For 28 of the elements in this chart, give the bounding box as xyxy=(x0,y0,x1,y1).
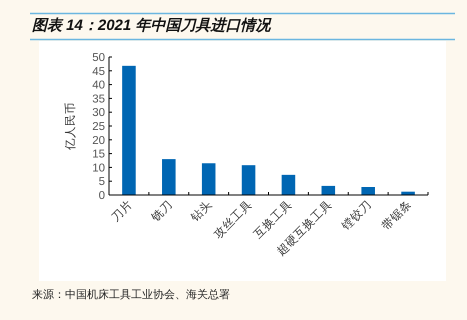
y-tick-label: 5 xyxy=(98,176,105,188)
bar xyxy=(202,163,216,195)
bar xyxy=(282,174,296,195)
y-tick-label: 40 xyxy=(92,80,105,92)
bar xyxy=(361,186,375,195)
chart-title: 图表 14：2021 年中国刀具进口情况 xyxy=(32,17,272,34)
x-tick-label: 带锯条 xyxy=(380,198,414,233)
y-tick-label: 15 xyxy=(92,148,105,161)
y-tick-label: 10 xyxy=(92,162,105,174)
bar xyxy=(322,186,336,195)
bar xyxy=(401,192,415,195)
x-tick-label: 钻头 xyxy=(188,198,215,225)
plot: 0 5 10 15 20 25 30 35 40 45 50 刀片 铣刀 钻头 攻丝工具 互换工具 超硬互换工具 镗铰刀 带锯条 xyxy=(92,52,428,258)
x-tick-label: 刀片 xyxy=(108,198,136,224)
y-tick-label: 20 xyxy=(92,134,105,147)
x-tick-label: 镗铰刀 xyxy=(338,197,374,234)
y-tick-label: 30 xyxy=(92,107,105,120)
y-tick-label: 35 xyxy=(92,93,105,106)
y-tick-label: 25 xyxy=(92,121,105,133)
bar xyxy=(242,165,256,195)
bar xyxy=(122,66,136,195)
y-tick-label: 0 xyxy=(98,190,105,202)
y-tick-label: 50 xyxy=(92,52,105,64)
y-tick-label: 45 xyxy=(92,66,105,78)
x-tick-label: 铣刀 xyxy=(148,198,175,225)
source-note: 来源：中国机床工具工业协会、海关总署 xyxy=(32,288,230,301)
bar xyxy=(162,159,176,195)
y-axis-title: 亿人民币 xyxy=(63,102,77,151)
